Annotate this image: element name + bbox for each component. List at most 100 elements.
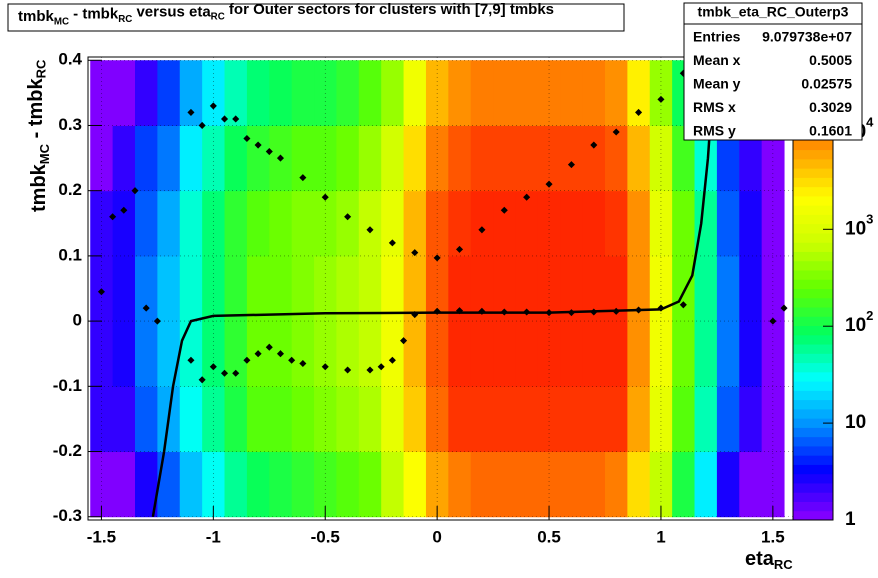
x-tick-label: -0.5 <box>311 527 340 546</box>
palette-cell <box>793 464 833 475</box>
profile-point <box>377 363 385 371</box>
plot-area <box>87 56 794 521</box>
palette-cell <box>793 445 833 456</box>
heatmap-cell <box>694 125 718 192</box>
heatmap-cell <box>157 255 181 322</box>
heatmap-cell <box>537 125 561 192</box>
palette-cell <box>793 334 833 345</box>
profile-point <box>232 115 240 123</box>
heatmap-cell <box>515 386 539 453</box>
heatmap-cell <box>135 190 158 257</box>
heatmap-cell <box>515 451 539 518</box>
heatmap-cell <box>202 190 226 257</box>
heatmap-cell <box>582 190 606 257</box>
heatmap-cell <box>761 386 785 453</box>
heatmap-cell <box>202 386 226 453</box>
heatmap-cell <box>224 321 248 387</box>
heatmap-cell <box>269 386 293 453</box>
heatmap-cell <box>179 451 203 518</box>
heatmap-cell <box>605 451 628 518</box>
stats-label: Entries <box>693 29 741 45</box>
heatmap-cell <box>448 60 472 126</box>
palette-cell <box>793 140 833 151</box>
heatmap-cell <box>649 190 673 257</box>
heatmap-cell <box>112 255 136 322</box>
heatmap-cell <box>605 125 628 192</box>
profile-point <box>523 193 531 201</box>
profile-point <box>455 245 464 253</box>
heatmap-cell <box>224 255 248 322</box>
heatmap-cell <box>605 60 628 126</box>
heatmap-cell <box>403 321 427 387</box>
z-tick-label: 10 <box>845 412 866 433</box>
heatmap-cell <box>179 190 203 257</box>
profile-point <box>500 206 508 214</box>
heatmap-cell <box>694 255 718 322</box>
palette-cell <box>793 149 833 160</box>
profile-point <box>780 304 788 312</box>
palette-cell <box>793 381 833 391</box>
heatmap-cell <box>470 190 494 257</box>
stats-value: 9.079738e+07 <box>762 29 852 45</box>
heatmap-cell <box>314 190 337 257</box>
palette-cell <box>793 510 833 521</box>
heatmap-cell <box>90 190 114 257</box>
palette-cell <box>793 492 833 502</box>
heatmap-cell <box>291 386 315 453</box>
heatmap-cell <box>135 255 158 322</box>
profile-point <box>109 213 117 221</box>
heatmap-cell <box>739 386 763 453</box>
stats-label: RMS x <box>693 99 736 115</box>
heatmap-cell <box>425 255 449 322</box>
profile-point <box>131 187 139 195</box>
heatmap-cell <box>448 255 472 322</box>
palette-cell <box>793 279 833 289</box>
palette-cell <box>793 205 833 215</box>
heatmap-cell <box>179 386 203 453</box>
palette-cell <box>793 344 833 354</box>
heatmap-cell <box>358 125 382 192</box>
heatmap-cell <box>381 190 405 257</box>
heatmap-cell <box>515 190 539 257</box>
heatmap-cell <box>135 451 158 518</box>
heatmap-cell <box>157 321 181 387</box>
heatmap-cell <box>269 255 293 322</box>
heatmap-cell <box>672 255 696 322</box>
heatmap-cell <box>716 321 740 387</box>
heatmap-cell <box>269 190 293 257</box>
heatmap-cell <box>716 125 740 192</box>
heatmap-cell <box>560 321 584 387</box>
heatmap-cell <box>90 386 114 453</box>
heatmap-cell <box>381 321 405 387</box>
heatmap-cell <box>493 255 516 322</box>
profile-point <box>478 226 486 234</box>
heatmap-cell <box>269 451 293 518</box>
palette-cell <box>793 186 833 197</box>
heatmap-cell <box>493 386 516 453</box>
heatmap-cell <box>381 255 405 322</box>
heatmap-cell <box>739 451 763 518</box>
heatmap-cell <box>336 451 360 518</box>
heatmap-cell <box>336 255 360 322</box>
palette-cell <box>793 242 833 252</box>
palette-cell <box>793 158 833 169</box>
heatmap-cell <box>582 255 606 322</box>
heatmap-cell <box>761 451 785 518</box>
heatmap-cell <box>470 255 494 322</box>
title-box <box>7 3 625 32</box>
heatmap-cell <box>403 60 427 126</box>
heatmap-cell <box>269 60 293 126</box>
chart-title: tmbkMC - tmbkRC versus etaRC for Outer s… <box>18 1 554 27</box>
heatmap-cell <box>560 60 584 126</box>
profile-point <box>545 180 553 188</box>
profile-point <box>276 154 285 162</box>
heatmap-cell <box>403 190 427 257</box>
stats-value: 0.3029 <box>809 99 852 115</box>
heatmap-cell <box>425 190 449 257</box>
heatmap-cell <box>246 190 270 257</box>
heatmap-cell <box>694 321 718 387</box>
heatmap-cell <box>582 386 606 453</box>
heatmap-cell <box>716 386 740 453</box>
profile-point <box>254 141 262 149</box>
